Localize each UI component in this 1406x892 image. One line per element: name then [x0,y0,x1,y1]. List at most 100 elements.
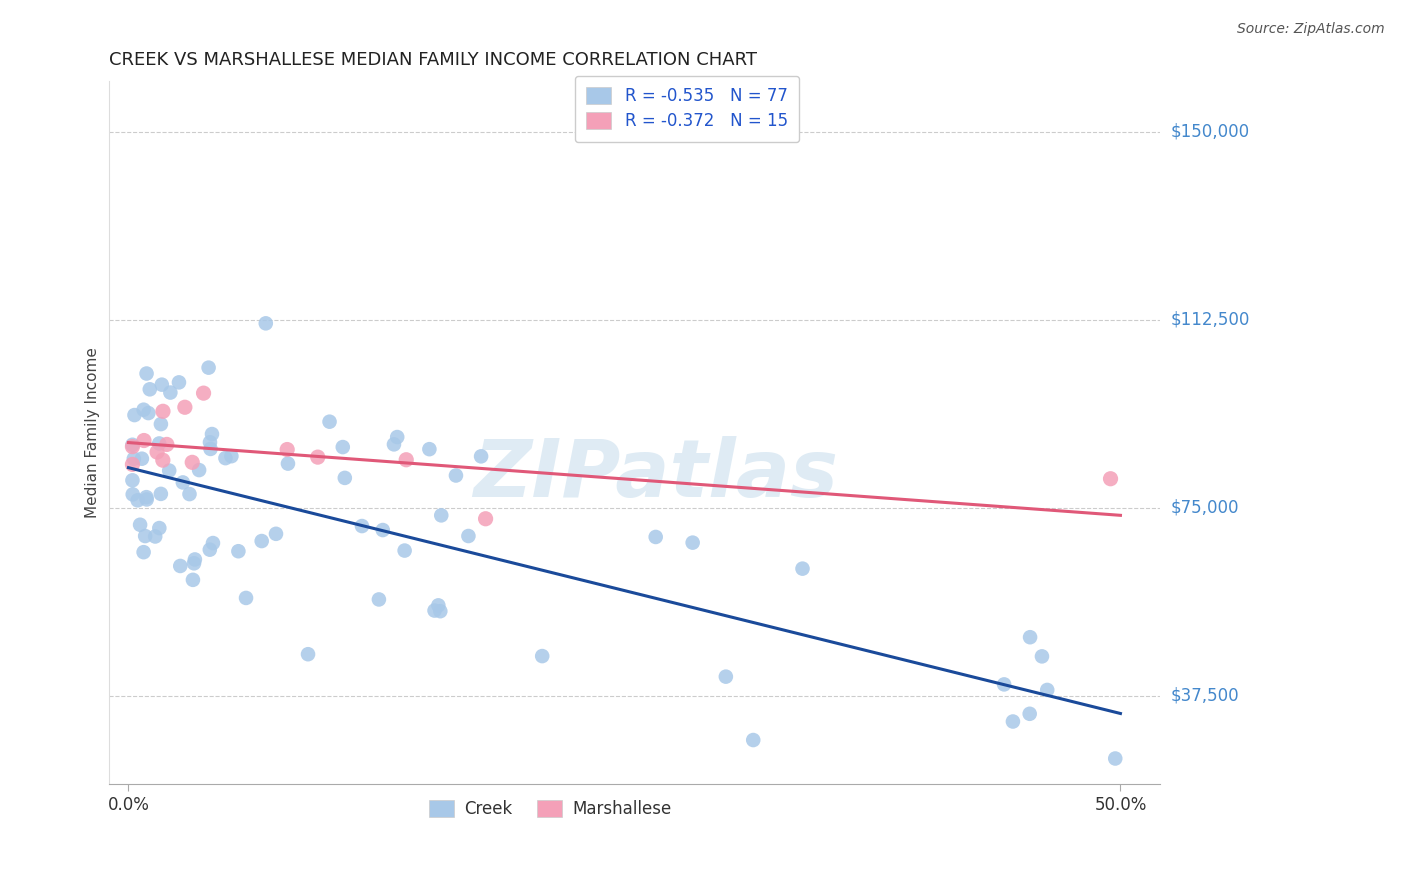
Point [1099,472,1122,486]
Point [277,457,299,471]
Point [350,519,373,533]
Point [382,437,405,451]
Point [470,450,492,464]
Text: $37,500: $37,500 [1171,687,1239,705]
Point [135,490,157,504]
Point [193,386,215,401]
Point [121,458,143,472]
Point [395,452,418,467]
Point [200,442,222,456]
Point [138,406,160,420]
Point [1036,682,1059,697]
Point [127,493,149,508]
Point [993,677,1015,691]
Point [172,475,194,490]
Point [201,427,224,442]
Point [139,382,162,396]
Text: Source: ZipAtlas.com: Source: ZipAtlas.com [1237,22,1385,37]
Point [387,430,409,444]
Text: CREEK VS MARSHALLESE MEDIAN FAMILY INCOME CORRELATION CHART: CREEK VS MARSHALLESE MEDIAN FAMILY INCOM… [108,51,756,69]
Text: $75,000: $75,000 [1171,499,1239,516]
Point [167,376,190,390]
Point [276,442,298,457]
Point [198,435,221,450]
Point [682,535,704,549]
Point [201,536,224,550]
Point [143,529,166,543]
Point [307,450,329,464]
Point [235,591,257,605]
Point [181,573,204,587]
Point [644,530,666,544]
Point [129,517,152,532]
Point [1031,649,1053,664]
Point [122,451,145,466]
Point [121,487,143,501]
Point [714,670,737,684]
Point [121,473,143,487]
Point [188,463,211,477]
Point [214,451,236,466]
Point [156,437,179,451]
Point [792,561,814,575]
Point [418,442,440,457]
Point [179,487,201,501]
Point [146,445,169,459]
Point [318,415,340,429]
Point [173,401,195,415]
Point [264,526,287,541]
Point [152,453,174,467]
Point [742,733,765,747]
Point [124,408,146,422]
Point [149,487,172,501]
Point [371,523,394,537]
Point [430,508,453,523]
Text: ZIPatlas: ZIPatlas [472,435,838,514]
Point [1001,714,1024,729]
Point [531,649,554,664]
Point [333,471,356,485]
Point [134,529,156,543]
Text: $112,500: $112,500 [1171,310,1250,328]
Point [121,438,143,452]
Point [1018,706,1040,721]
Point [183,557,205,571]
Point [198,542,221,557]
Point [157,464,180,478]
Point [150,377,173,392]
Point [149,417,172,431]
Point [121,440,143,454]
Point [1104,751,1126,765]
Point [131,451,153,466]
Point [1019,630,1042,644]
Legend: Creek, Marshallese: Creek, Marshallese [422,793,678,824]
Point [332,440,354,454]
Point [181,455,204,469]
Point [148,521,170,535]
Point [367,592,389,607]
Point [254,316,277,330]
Text: $150,000: $150,000 [1171,122,1250,141]
Point [135,367,157,381]
Point [132,545,155,559]
Point [394,543,416,558]
Point [221,449,243,463]
Point [250,534,273,549]
Y-axis label: Median Family Income: Median Family Income [86,347,100,518]
Point [427,599,450,613]
Point [159,385,181,400]
Point [297,647,319,661]
Point [228,544,250,558]
Point [474,512,496,526]
Point [169,558,191,573]
Point [423,603,446,617]
Point [132,434,155,448]
Point [132,402,155,417]
Point [152,404,174,418]
Point [184,552,207,566]
Point [135,492,157,507]
Point [457,529,479,543]
Point [444,468,467,483]
Point [148,436,170,450]
Point [429,604,451,618]
